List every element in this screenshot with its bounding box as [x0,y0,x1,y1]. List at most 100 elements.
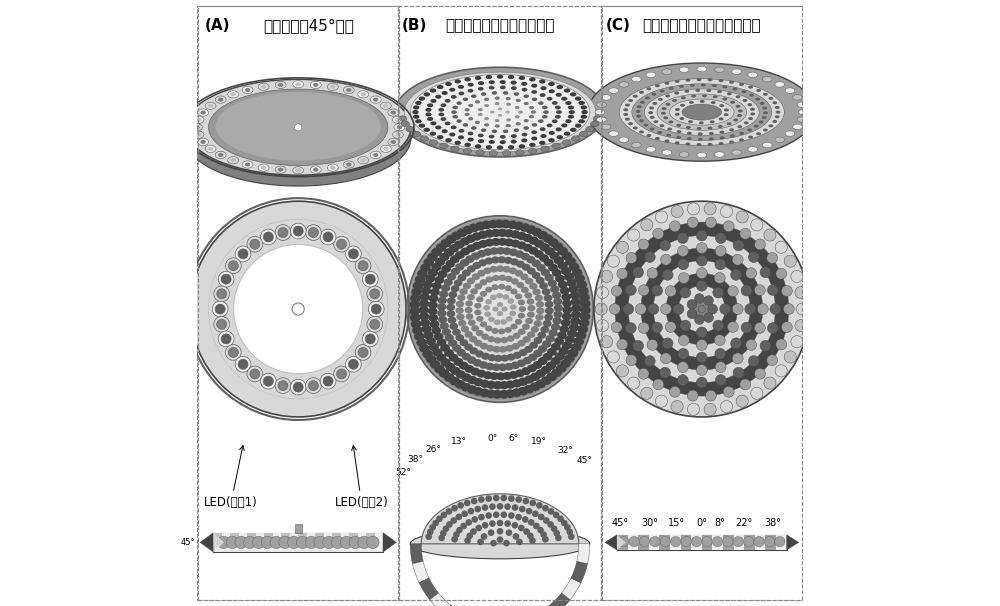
Circle shape [611,322,622,333]
Ellipse shape [327,164,338,171]
Ellipse shape [697,78,701,81]
Ellipse shape [480,343,488,350]
Ellipse shape [511,239,520,248]
Circle shape [767,322,778,333]
Circle shape [475,525,482,531]
Ellipse shape [762,107,767,110]
Wedge shape [549,593,570,606]
Ellipse shape [546,373,557,381]
Ellipse shape [395,118,401,122]
Ellipse shape [719,79,724,82]
Bar [298,533,307,542]
Circle shape [261,536,274,548]
Circle shape [537,527,544,533]
Ellipse shape [420,264,431,272]
Ellipse shape [258,83,269,90]
Ellipse shape [654,120,658,123]
Ellipse shape [196,133,201,137]
Circle shape [617,268,628,279]
Circle shape [497,528,503,534]
Circle shape [650,536,660,547]
Ellipse shape [214,286,230,302]
Ellipse shape [521,82,527,86]
Bar [617,535,628,550]
Circle shape [775,365,787,377]
Ellipse shape [677,130,681,133]
Circle shape [748,356,759,367]
Bar [638,535,649,550]
Ellipse shape [427,117,433,121]
Ellipse shape [472,232,482,241]
Circle shape [365,274,375,284]
Ellipse shape [476,150,484,155]
Ellipse shape [426,355,437,364]
Ellipse shape [510,324,518,330]
Ellipse shape [258,164,269,171]
Circle shape [784,351,796,363]
Ellipse shape [260,229,276,245]
Ellipse shape [775,115,780,118]
Bar [702,535,712,550]
Ellipse shape [748,85,753,88]
Ellipse shape [737,125,742,128]
Ellipse shape [468,132,473,135]
Ellipse shape [491,238,501,246]
Ellipse shape [581,115,587,119]
Circle shape [754,536,764,547]
Ellipse shape [547,124,552,127]
Ellipse shape [235,246,251,262]
Ellipse shape [527,305,535,311]
Ellipse shape [568,105,574,110]
Ellipse shape [495,119,499,122]
Ellipse shape [523,244,533,251]
Ellipse shape [410,301,420,309]
Circle shape [518,525,525,531]
Ellipse shape [494,319,501,325]
Circle shape [597,287,609,299]
Polygon shape [605,535,617,550]
Ellipse shape [445,362,455,371]
Circle shape [696,365,707,376]
Ellipse shape [756,132,761,135]
Ellipse shape [427,103,433,107]
Ellipse shape [558,261,568,270]
Ellipse shape [488,316,495,322]
Circle shape [485,495,492,502]
Ellipse shape [504,257,513,264]
Ellipse shape [463,225,473,235]
Circle shape [465,519,472,526]
Circle shape [625,322,636,333]
Circle shape [720,401,733,413]
Ellipse shape [505,111,510,113]
Ellipse shape [549,251,560,260]
Ellipse shape [542,115,548,119]
Ellipse shape [512,379,522,388]
Circle shape [293,382,303,392]
Circle shape [696,327,707,338]
Circle shape [736,211,748,223]
Ellipse shape [410,294,421,303]
Ellipse shape [451,125,457,129]
Ellipse shape [506,118,511,121]
Ellipse shape [412,326,423,335]
Ellipse shape [215,96,226,103]
Ellipse shape [441,284,450,292]
Circle shape [464,537,471,544]
Ellipse shape [485,239,494,247]
Ellipse shape [548,138,555,142]
Circle shape [543,517,550,524]
Ellipse shape [643,124,648,127]
Ellipse shape [510,258,519,265]
Ellipse shape [218,331,234,347]
Ellipse shape [662,107,667,110]
Ellipse shape [698,138,703,141]
Ellipse shape [561,319,571,327]
Ellipse shape [409,307,420,316]
Circle shape [629,536,639,547]
Ellipse shape [456,119,462,123]
Ellipse shape [499,381,509,390]
Ellipse shape [498,114,502,117]
Ellipse shape [476,296,483,302]
Ellipse shape [468,82,474,87]
Circle shape [493,494,500,501]
